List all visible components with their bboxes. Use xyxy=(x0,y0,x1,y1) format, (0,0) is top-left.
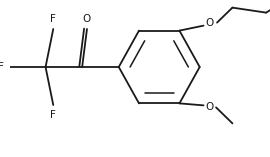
Text: F: F xyxy=(50,110,56,120)
Text: F: F xyxy=(50,14,56,24)
Text: O: O xyxy=(205,102,214,112)
Text: O: O xyxy=(83,14,91,24)
Text: F: F xyxy=(0,62,4,72)
Text: O: O xyxy=(205,18,214,28)
